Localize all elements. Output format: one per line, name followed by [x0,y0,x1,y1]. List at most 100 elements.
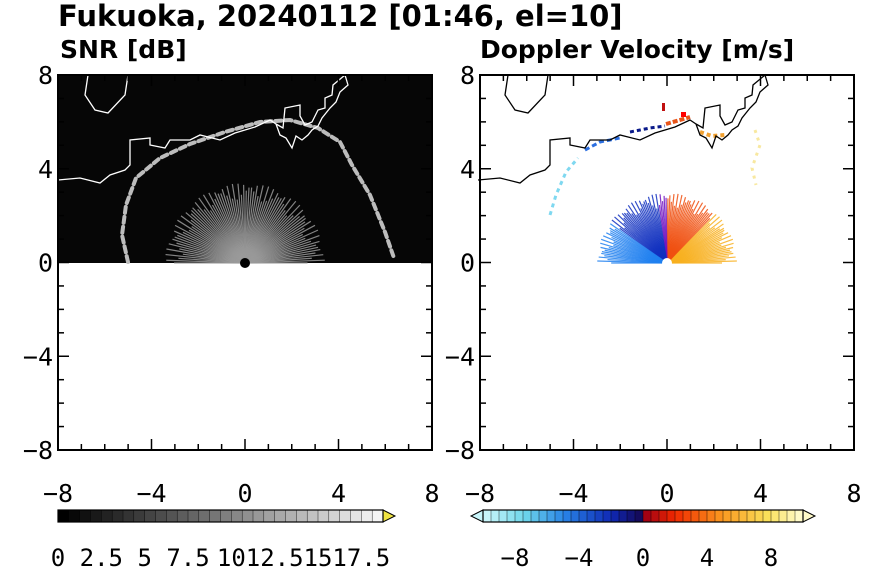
snr-y-tick-label: 0 [38,249,53,278]
snr-x-tick-label: −4 [136,479,166,508]
colorbar-bin [754,509,764,523]
velocity-panel: Doppler Velocity [m/s] −8 −4 0 4 8 8 4 0 −4 −8 −8… [445,35,862,572]
velocity-x-tick-label: 0 [659,479,674,508]
colorbar-bin [122,509,135,523]
colorbar-bin [57,509,70,523]
colorbar-bin [285,509,298,523]
snr-colorbar-tick-label: 12.5 [246,544,304,572]
colorbar-bin [371,509,384,523]
colorbar-bin [68,509,81,523]
velocity-colorbar-tick-label: 0 [636,544,650,572]
velocity-colorbar-tick-label: −8 [501,544,530,572]
colorbar-extend-min [469,509,484,523]
colorbar-frame [57,509,384,523]
snr-radial-echoes [165,183,325,264]
snr-x-tick-label: 0 [237,479,252,508]
colorbar-bin [263,509,276,523]
snr-colorbar-tick-label: 5 [137,544,151,572]
colorbar-bin [730,509,740,523]
colorbar-bin [562,509,572,523]
colorbar-bin [698,509,708,523]
velocity-colorbar-tick-label: −4 [565,544,594,572]
colorbar-bin [594,509,604,523]
velocity-y-tick-label: 4 [460,155,475,184]
snr-colorbar-tick-label: 15 [304,544,333,572]
colorbar-bin [546,509,556,523]
snr-panel: SNR [dB] −8 −4 0 4 8 8 4 0 −4 −8 0 2.5 5 7.5 10 12.5 15… [23,35,440,572]
colorbar-bin [674,509,684,523]
colorbar-bin [714,509,724,523]
colorbar-bin [133,509,146,523]
snr-colorbar-tick-label: 0 [51,544,65,572]
velocity-y-tick-label: 0 [460,249,475,278]
colorbar-bin [166,509,178,523]
colorbar-bin [706,509,716,523]
snr-colorbar-tick-label: 7.5 [166,544,209,572]
colorbar-bin [690,509,700,523]
colorbar-bin [722,509,732,523]
velocity-axes: −8 −4 0 4 8 8 4 0 −4 −8 [445,61,862,508]
colorbar-bin [578,509,588,523]
colorbar-frame [482,509,804,523]
colorbar-bin [666,509,676,523]
colorbar-bin [514,509,524,523]
colorbar-bin [111,509,124,523]
colorbar-bin [642,509,652,523]
colorbar-bin [570,509,580,523]
snr-y-tick-label: −4 [23,342,53,371]
velocity-x-tick-label: −4 [558,479,588,508]
colorbar-bin [241,509,254,523]
velocity-x-tick-label: −8 [465,479,495,508]
colorbar-bin [538,509,548,523]
colorbar-bin [746,509,756,523]
snr-y-tick-label: 8 [38,61,53,90]
colorbar-bin [586,509,596,523]
colorbar-bin [231,509,243,523]
colorbar-bin [317,509,330,523]
colorbar-bin [176,509,189,523]
velocity-x-tick-label: 4 [753,479,768,508]
snr-colorbar-tick-label: 10 [217,544,246,572]
colorbar-bin [187,509,200,523]
snr-colorbar: 0 2.5 5 7.5 10 12.5 15 17.5 [51,509,397,572]
colorbar-bin [682,509,692,523]
colorbar-bin [328,509,341,523]
velocity-colorbar: −8 −4 0 4 8 [469,509,817,572]
colorbar-bin [618,509,628,523]
colorbar-bin [90,509,103,523]
snr-coastal-echo [119,117,396,264]
colorbar-bin [738,509,748,523]
colorbar-bin [498,509,508,523]
snr-y-tick-label: 4 [38,155,53,184]
snr-colorbar-tick-label: 2.5 [80,544,123,572]
colorbar-bin [274,509,287,523]
colorbar-bin [658,509,668,523]
velocity-colorbar-tick-label: 4 [700,544,714,572]
colorbar-bin [634,509,644,523]
colorbar-bin [522,509,532,523]
velocity-y-tick-label: 8 [460,61,475,90]
snr-coastline [57,73,349,184]
snr-x-tick-label: −8 [43,479,73,508]
velocity-radial-echoes [597,193,737,264]
colorbar-bin [220,509,233,523]
colorbar-bin [626,509,636,523]
colorbar-bin [350,509,363,523]
snr-radar-site [240,258,250,268]
snr-panel-title: SNR [dB] [60,35,187,64]
colorbar-bin [506,509,516,523]
colorbar-bin [490,509,500,523]
colorbar-bin [252,509,265,523]
colorbar-bin [144,509,157,523]
colorbar-bin [610,509,620,523]
colorbar-bin [762,509,772,523]
snr-colorbar-tick-label: 17.5 [332,544,390,572]
colorbar-bin [650,509,660,523]
colorbar-bin [339,509,352,523]
colorbar-bin [209,509,222,523]
colorbar-bin [361,509,373,523]
velocity-y-tick-label: −4 [445,342,475,371]
snr-y-tick-label: −8 [23,436,53,465]
colorbar-bin [530,509,540,523]
